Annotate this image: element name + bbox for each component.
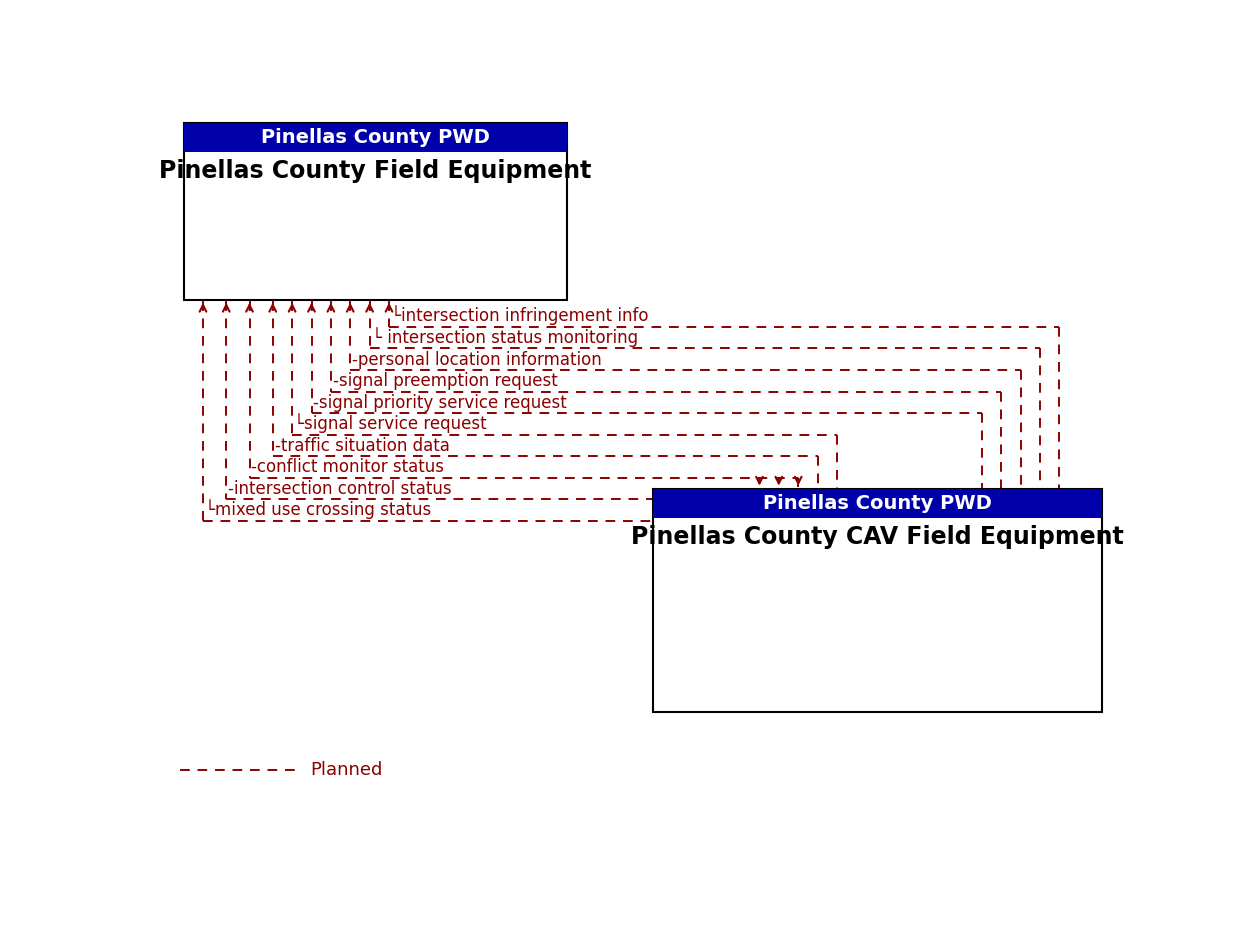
Text: -personal location information: -personal location information — [352, 350, 602, 369]
Text: └mixed use crossing status: └mixed use crossing status — [205, 500, 431, 519]
Text: -signal priority service request: -signal priority service request — [313, 394, 567, 412]
Text: Pinellas County PWD: Pinellas County PWD — [762, 494, 992, 513]
Text: └ intersection status monitoring: └ intersection status monitoring — [372, 327, 637, 347]
Bar — [652, 489, 1102, 712]
Text: └signal service request: └signal service request — [294, 413, 487, 433]
Bar — [184, 122, 567, 300]
Text: -signal preemption request: -signal preemption request — [333, 372, 557, 390]
Text: -conflict monitor status: -conflict monitor status — [252, 458, 444, 476]
Bar — [184, 122, 567, 152]
Text: -traffic situation data: -traffic situation data — [274, 437, 449, 455]
Text: Planned: Planned — [310, 760, 383, 779]
Text: Pinellas County CAV Field Equipment: Pinellas County CAV Field Equipment — [631, 525, 1123, 549]
Text: -intersection control status: -intersection control status — [228, 480, 452, 498]
Text: Pinellas County Field Equipment: Pinellas County Field Equipment — [159, 159, 592, 184]
Text: └intersection infringement info: └intersection infringement info — [391, 306, 649, 325]
Bar — [652, 489, 1102, 518]
Text: Pinellas County PWD: Pinellas County PWD — [260, 128, 490, 146]
